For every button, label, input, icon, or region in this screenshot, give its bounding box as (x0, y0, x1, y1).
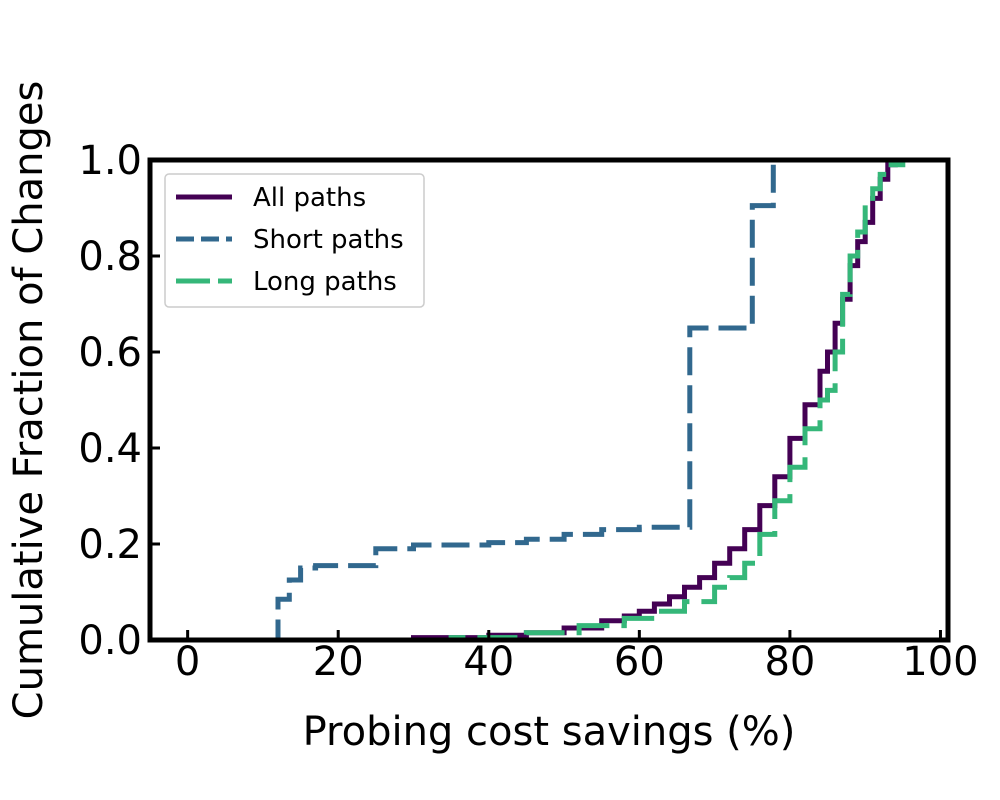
legend-label: All paths (253, 183, 366, 213)
y-tick-label: 0.8 (78, 234, 142, 280)
y-tick-label: 1.0 (78, 138, 142, 184)
plot-frame (147, 157, 951, 643)
ticks-layer: 0 20 40 60 80 100 0.0 0.2 0.4 0.6 0.8 1.0 (78, 138, 978, 685)
series-layer (270, 157, 911, 643)
series-line-long-paths (375, 160, 906, 643)
x-tick-label: 100 (902, 639, 978, 685)
x-tick-label: 20 (313, 639, 364, 685)
legend: All paths Short paths Long paths (164, 173, 425, 308)
x-tick-label: 80 (764, 639, 815, 685)
legend-box (164, 173, 425, 308)
x-tick-label: 40 (463, 639, 514, 685)
y-axis-title: Cumulative Fraction of Changes (6, 81, 52, 720)
y-tick-label: 0.2 (78, 522, 142, 568)
legend-label: Short paths (253, 225, 404, 255)
x-tick-label: 60 (614, 639, 665, 685)
y-tick-label: 0.6 (78, 330, 142, 376)
x-tick-label: 0 (175, 639, 200, 685)
y-tick-label: 0.0 (78, 618, 142, 664)
y-tick-label: 0.4 (78, 426, 142, 472)
x-axis-title: Probing cost savings (%) (303, 709, 796, 755)
series-line-short-paths (270, 157, 911, 643)
legend-label: Long paths (253, 267, 397, 297)
